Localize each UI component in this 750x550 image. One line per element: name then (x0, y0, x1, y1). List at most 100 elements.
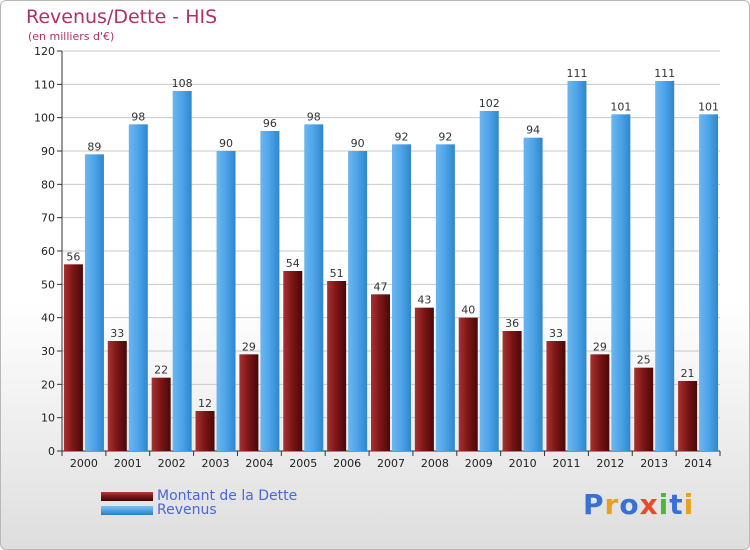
data-label-dette: 54 (286, 257, 300, 270)
data-label-dette: 47 (374, 280, 388, 293)
x-tick-label: 2006 (333, 457, 361, 470)
bar-dette (63, 264, 83, 451)
y-tick-label: 110 (34, 78, 55, 91)
chart-subtitle: (en milliers d'€) (28, 30, 115, 43)
bar-dette (371, 294, 390, 451)
bar-revenus (260, 131, 280, 451)
data-label-dette: 29 (242, 340, 256, 353)
bar-revenus (567, 81, 587, 451)
data-label-dette: 51 (330, 267, 344, 280)
x-tick-label: 2012 (596, 457, 624, 470)
data-label-revenus: 90 (351, 137, 365, 150)
data-label-dette: 29 (593, 340, 607, 353)
legend-swatch-dette (101, 491, 153, 501)
bar-dette (590, 354, 610, 451)
data-label-dette: 40 (461, 304, 475, 317)
legend-item-revenus: Revenus (101, 502, 217, 518)
y-tick-label: 120 (34, 45, 55, 58)
data-label-dette: 12 (198, 397, 212, 410)
data-label-revenus: 102 (479, 97, 500, 110)
bar-dette (502, 331, 522, 451)
bar-revenus (611, 114, 631, 451)
legend-item-dette: Montant de la Dette (101, 488, 297, 504)
data-label-dette: 33 (549, 327, 563, 340)
y-tick-label: 0 (48, 445, 55, 458)
x-tick-label: 2004 (245, 457, 273, 470)
x-tick-label: 2001 (114, 457, 142, 470)
logo-letter: i (658, 488, 670, 521)
y-tick-label: 70 (41, 212, 55, 225)
bar-dette (458, 317, 478, 451)
bar-revenus (523, 137, 543, 451)
data-label-dette: 36 (505, 317, 519, 330)
data-label-revenus: 108 (172, 77, 193, 90)
x-tick-label: 2002 (158, 457, 186, 470)
bar-dette (195, 411, 215, 451)
x-tick-label: 2009 (465, 457, 493, 470)
y-tick-label: 10 (41, 412, 55, 425)
legend-label-dette: Montant de la Dette (157, 488, 298, 504)
data-label-revenus: 98 (307, 110, 321, 123)
logo-letter: x (639, 488, 659, 521)
x-tick-label: 2005 (289, 457, 317, 470)
bar-revenus (128, 124, 148, 451)
data-label-dette: 43 (417, 294, 431, 307)
y-tick-label: 100 (34, 112, 55, 125)
y-tick-label: 60 (41, 245, 55, 258)
data-label-revenus: 89 (87, 140, 101, 153)
y-tick-label: 30 (41, 345, 55, 358)
bar-dette (151, 377, 171, 451)
y-tick-label: 20 (41, 378, 55, 391)
bar-revenus (304, 124, 324, 451)
logo-letter: t (669, 488, 684, 521)
x-tick-label: 2013 (640, 457, 668, 470)
x-tick-label: 2008 (421, 457, 449, 470)
chart-title: Revenus/Dette - HIS (26, 6, 218, 28)
bar-revenus (479, 111, 499, 451)
bar-dette (414, 307, 434, 451)
bar-dette (634, 367, 654, 451)
data-label-revenus: 101 (698, 100, 719, 113)
x-tick-label: 2014 (684, 457, 712, 470)
y-tick-label: 40 (41, 312, 55, 325)
proxiti-logo: Proxiti (583, 488, 694, 521)
bar-dette (107, 341, 127, 451)
y-tick-label: 80 (41, 178, 55, 191)
bar-revenus (655, 81, 675, 451)
data-label-revenus: 111 (654, 67, 675, 80)
data-label-revenus: 98 (131, 110, 145, 123)
data-label-dette: 21 (681, 367, 695, 380)
data-label-revenus: 90 (219, 137, 233, 150)
legend-label-revenus: Revenus (157, 502, 217, 518)
bar-revenus (84, 154, 104, 452)
bar-revenus (392, 144, 411, 452)
data-label-dette: 56 (66, 250, 80, 263)
x-tick-label: 2010 (509, 457, 537, 470)
x-tick-label: 2007 (377, 457, 405, 470)
data-label-revenus: 96 (263, 117, 277, 130)
bar-dette (546, 341, 566, 451)
data-label-revenus: 111 (566, 67, 587, 80)
y-tick-label: 90 (41, 145, 55, 158)
x-tick-label: 2000 (70, 457, 98, 470)
bar-revenus (216, 151, 236, 451)
logo-letter: r (604, 488, 620, 521)
x-tick-label: 2003 (202, 457, 230, 470)
bar-dette (327, 281, 347, 451)
data-label-revenus: 94 (526, 124, 540, 137)
y-tick-label: 50 (41, 278, 55, 291)
bar-dette (283, 271, 303, 451)
data-label-revenus: 92 (395, 130, 409, 143)
logo-letter: o (619, 488, 640, 521)
bar-dette (239, 354, 259, 451)
logo-letter: i (683, 488, 695, 521)
bar-revenus (699, 114, 719, 451)
data-label-dette: 25 (637, 354, 651, 367)
bar-revenus (435, 144, 455, 452)
x-tick-label: 2011 (552, 457, 580, 470)
legend-swatch-revenus (101, 505, 153, 515)
data-label-dette: 33 (110, 327, 124, 340)
data-label-revenus: 101 (610, 100, 631, 113)
